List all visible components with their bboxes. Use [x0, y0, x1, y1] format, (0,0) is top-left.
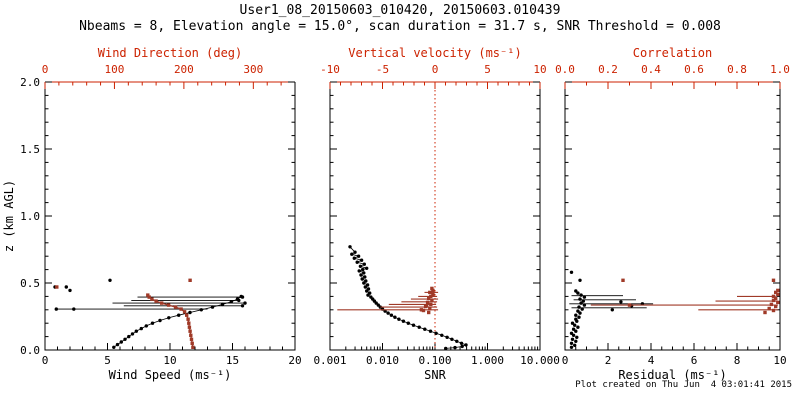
svg-text:z (km AGL): z (km AGL) — [2, 180, 16, 252]
svg-text:0: 0 — [42, 354, 49, 367]
series-correlation-points — [621, 278, 780, 315]
svg-text:1.000: 1.000 — [471, 354, 504, 367]
svg-text:0: 0 — [432, 63, 439, 76]
panel-3: 0 2 4 6 8 10 Residual (ms⁻¹) 0.0 0.2 0.4 0.6 0.8 1.0… — [555, 46, 790, 382]
svg-text:200: 200 — [174, 63, 194, 76]
svg-text:1.0: 1.0 — [770, 63, 790, 76]
svg-text:0.2: 0.2 — [598, 63, 618, 76]
svg-text:10.000: 10.000 — [520, 354, 560, 367]
panel-1: 0.0 0.5 1.0 1.5 2.0 z (km AGL) 0 5 10 15 20 Wind Sp… — [2, 46, 302, 382]
svg-text:5: 5 — [104, 354, 111, 367]
svg-text:15: 15 — [226, 354, 239, 367]
series-wind-speed-outliers — [53, 278, 247, 311]
plot-subtitle: Nbeams = 8, Elevation angle = 15.0°, sca… — [79, 19, 721, 34]
svg-text:6: 6 — [691, 354, 698, 367]
series-snr-profile — [348, 245, 468, 351]
svg-text:0.001: 0.001 — [313, 354, 346, 367]
svg-text:-10: -10 — [320, 63, 340, 76]
series-vertical-velocity-points — [419, 286, 435, 315]
svg-text:2: 2 — [605, 354, 612, 367]
svg-text:-5: -5 — [376, 63, 389, 76]
svg-text:10: 10 — [163, 354, 176, 367]
svg-text:0: 0 — [562, 354, 569, 367]
svg-text:300: 300 — [243, 63, 263, 76]
svg-text:10: 10 — [533, 63, 546, 76]
plot-created-timestamp: Plot created on Thu Jun 4 03:01:41 2015 — [575, 380, 792, 390]
svg-text:4: 4 — [648, 354, 655, 367]
svg-text:Vertical velocity (ms⁻¹): Vertical velocity (ms⁻¹) — [348, 46, 521, 60]
svg-text:0.010: 0.010 — [366, 354, 399, 367]
series-wind-direction-profile — [146, 293, 195, 349]
svg-text:0.6: 0.6 — [684, 63, 704, 76]
series-residual-spread — [569, 295, 654, 309]
series-wind-speed-spread — [56, 296, 245, 310]
svg-text:2.0: 2.0 — [20, 76, 40, 89]
svg-text:0.8: 0.8 — [727, 63, 747, 76]
svg-text:1.5: 1.5 — [20, 143, 40, 156]
svg-text:0.0: 0.0 — [555, 63, 575, 76]
svg-text:8: 8 — [734, 354, 741, 367]
svg-text:100: 100 — [105, 63, 125, 76]
svg-text:5: 5 — [484, 63, 491, 76]
svg-text:0.100: 0.100 — [418, 354, 451, 367]
series-residual-profile — [569, 289, 587, 349]
svg-text:Residual (ms⁻¹): Residual (ms⁻¹) — [618, 368, 726, 382]
svg-text:1.0: 1.0 — [20, 210, 40, 223]
svg-text:0.0: 0.0 — [20, 344, 40, 357]
svg-text:20: 20 — [288, 354, 301, 367]
series-correlation-spread — [590, 295, 778, 311]
svg-text:Wind Direction (deg): Wind Direction (deg) — [98, 46, 243, 60]
plot-title: User1_08_20150603_010420, 20150603.01043… — [239, 3, 561, 18]
svg-text:SNR: SNR — [424, 368, 446, 382]
svg-text:0.5: 0.5 — [20, 277, 40, 290]
svg-text:0.4: 0.4 — [641, 63, 661, 76]
panel-2: 0.001 0.010 0.100 1.000 10.000 SNR -10 -5 0 5 10 Ve… — [313, 46, 559, 382]
svg-text:Correlation: Correlation — [633, 46, 712, 60]
svg-text:Wind Speed (ms⁻¹): Wind Speed (ms⁻¹) — [109, 368, 232, 382]
svg-text:10: 10 — [773, 354, 786, 367]
svg-text:0: 0 — [42, 63, 49, 76]
series-vertical-velocity-spread — [337, 291, 439, 311]
series-wind-direction-outliers — [55, 278, 192, 289]
